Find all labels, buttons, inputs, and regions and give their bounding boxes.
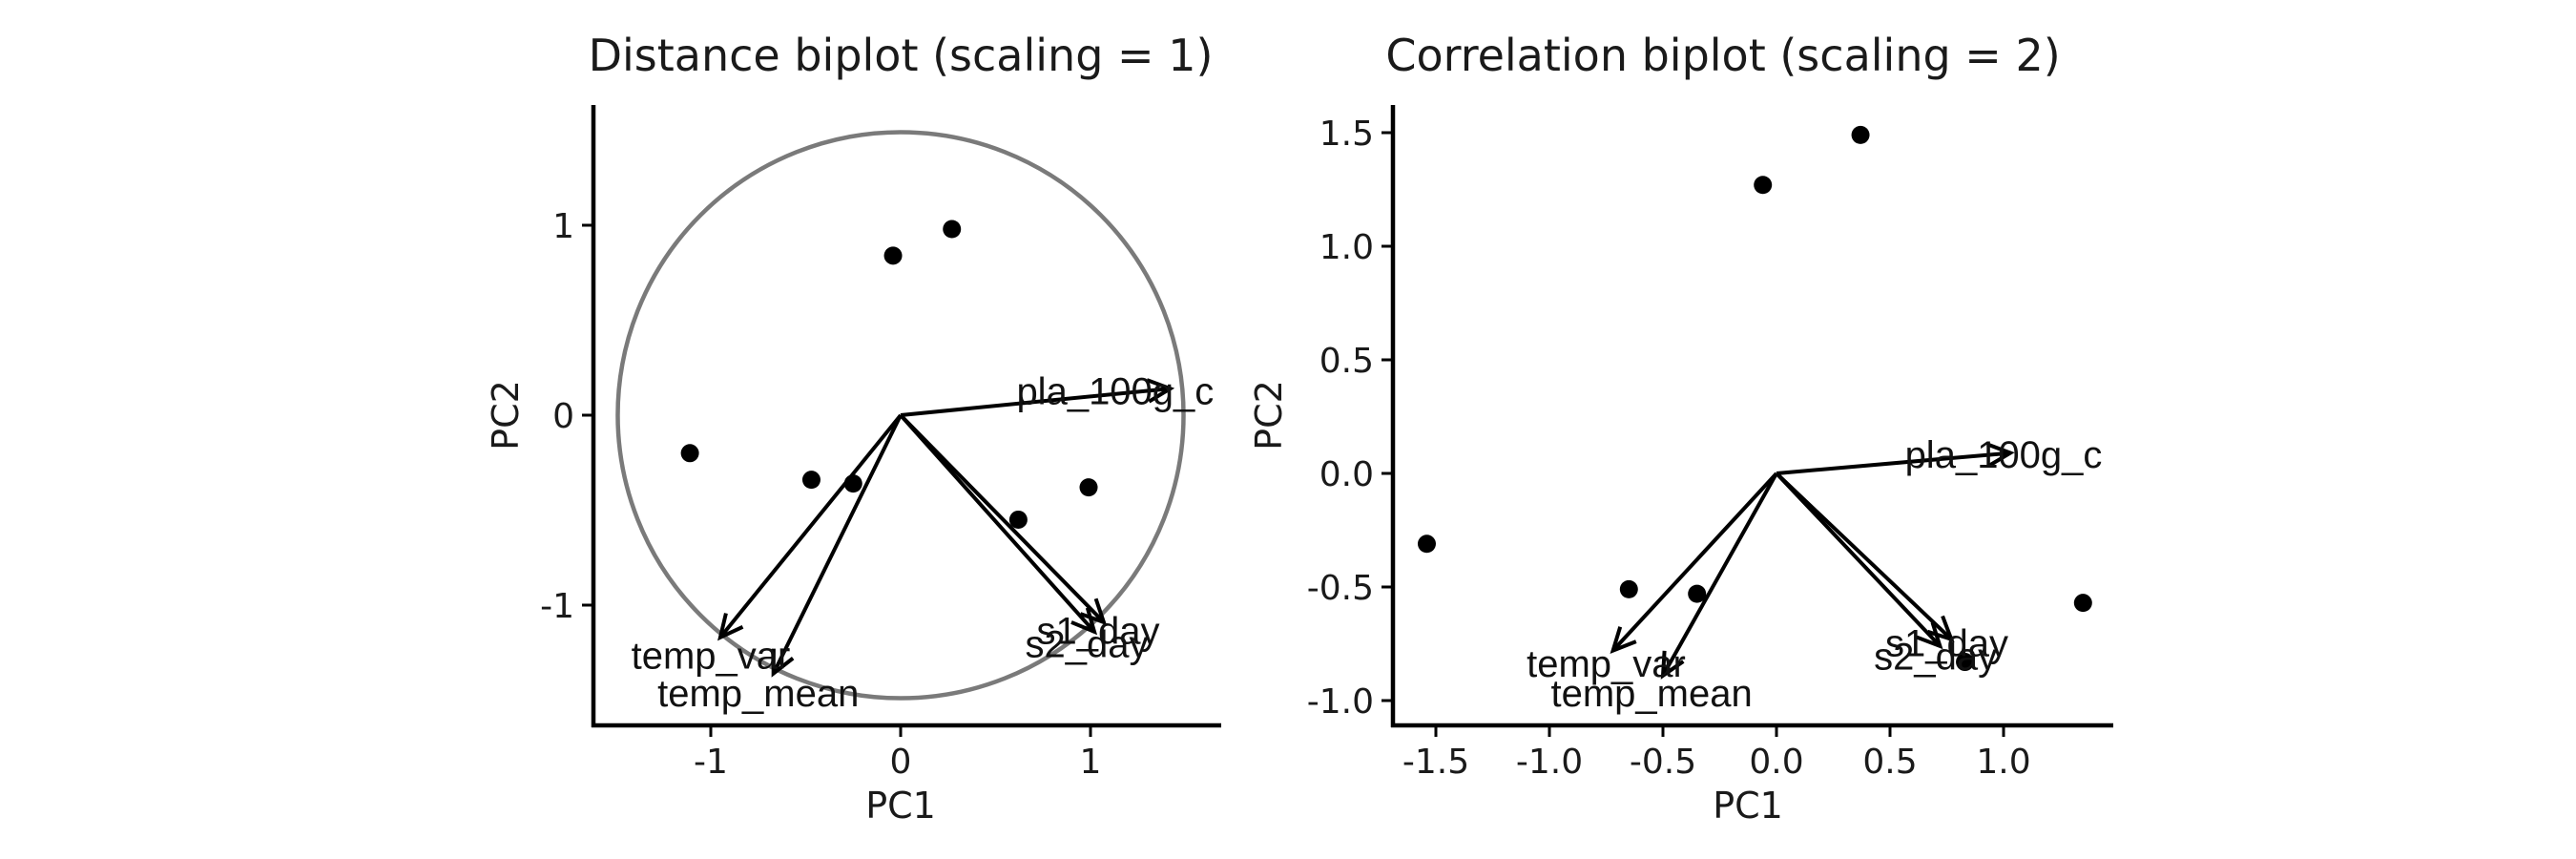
loading-arrow xyxy=(771,414,903,675)
arrow-head xyxy=(1610,626,1637,655)
loading-label: temp_mean xyxy=(1550,673,1752,715)
y-tick-label: 1.5 xyxy=(1319,115,1374,154)
x-tick-label: 1 xyxy=(1080,743,1102,782)
loading-arrow xyxy=(900,387,1171,417)
distance-biplot-panel: Distance biplot (scaling = 1) PC1 PC2 pl… xyxy=(485,30,1221,827)
chart-title: Correlation biplot (scaling = 2) xyxy=(1385,30,2060,81)
loading-arrow xyxy=(899,413,1106,624)
y-tick-label: 0.5 xyxy=(1319,342,1374,381)
data-point xyxy=(1008,510,1028,529)
correlation-biplot-panel: Correlation biplot (scaling = 2) PC1 PC2… xyxy=(1248,30,2113,827)
x-axis-title: PC1 xyxy=(865,785,936,827)
data-point xyxy=(1851,125,1870,144)
y-tick-label: -0.5 xyxy=(1307,569,1374,608)
data-point xyxy=(943,220,962,239)
x-tick-label: 1.0 xyxy=(1976,743,2030,782)
arrow-head xyxy=(1916,621,1943,650)
arrow-head xyxy=(1660,650,1685,680)
x-tick-label: -1.0 xyxy=(1516,743,1583,782)
data-point xyxy=(1688,584,1707,603)
loading-arrow xyxy=(718,413,903,639)
y-tick-label: 0.0 xyxy=(1319,455,1374,494)
y-axis-title: PC2 xyxy=(485,380,527,450)
loading-arrow xyxy=(1611,471,1778,652)
loading-label: temp_var xyxy=(632,635,791,677)
loading-arrow xyxy=(1661,472,1778,677)
data-point xyxy=(1417,534,1436,554)
arrow-head xyxy=(717,613,744,641)
data-point xyxy=(1079,478,1098,497)
y-tick-label: 1 xyxy=(552,207,574,246)
x-axis-title: PC1 xyxy=(1713,785,1783,827)
data-point xyxy=(680,444,699,463)
data-point xyxy=(1754,176,1773,195)
arrow-head xyxy=(771,648,795,678)
loading-label: s2_day xyxy=(1026,623,1149,665)
x-tick-label: -0.5 xyxy=(1630,743,1696,782)
x-tick-label: -1 xyxy=(694,743,728,782)
data-point xyxy=(883,246,903,265)
loading-label: pla_100g_c xyxy=(1016,371,1214,413)
chart-title: Distance biplot (scaling = 1) xyxy=(589,30,1214,81)
data-point xyxy=(801,471,821,490)
loading-arrow xyxy=(1775,471,1942,648)
arrow-head xyxy=(1146,378,1175,404)
arrow-head xyxy=(1986,442,2015,468)
x-tick-label: 0.5 xyxy=(1862,743,1917,782)
arrow-head xyxy=(1070,607,1098,636)
loading-arrow xyxy=(1776,450,2011,475)
x-tick-label: -1.5 xyxy=(1402,743,1469,782)
loading-label: s1_day xyxy=(1885,622,2008,664)
y-tick-label: 0 xyxy=(552,397,574,436)
x-tick-label: 0 xyxy=(890,743,912,782)
loading-label: s1_day xyxy=(1036,610,1159,652)
equilibrium-circle xyxy=(615,130,1186,701)
x-tick-label: 0.0 xyxy=(1749,743,1803,782)
loading-arrow xyxy=(899,413,1096,634)
y-tick-label: -1 xyxy=(540,587,574,626)
loading-label: temp_mean xyxy=(657,673,859,715)
loading-arrow xyxy=(1775,471,1953,641)
data-point xyxy=(1956,653,1975,672)
y-tick-label: 1.0 xyxy=(1319,228,1374,267)
data-point xyxy=(1619,579,1638,598)
data-point xyxy=(2073,594,2092,613)
loading-label: temp_var xyxy=(1527,643,1686,685)
loading-label: pla_100g_c xyxy=(1905,434,2103,476)
y-tick-label: -1.0 xyxy=(1307,682,1374,722)
loading-label: s2_day xyxy=(1874,637,1997,679)
y-axis-title: PC2 xyxy=(1248,380,1290,450)
